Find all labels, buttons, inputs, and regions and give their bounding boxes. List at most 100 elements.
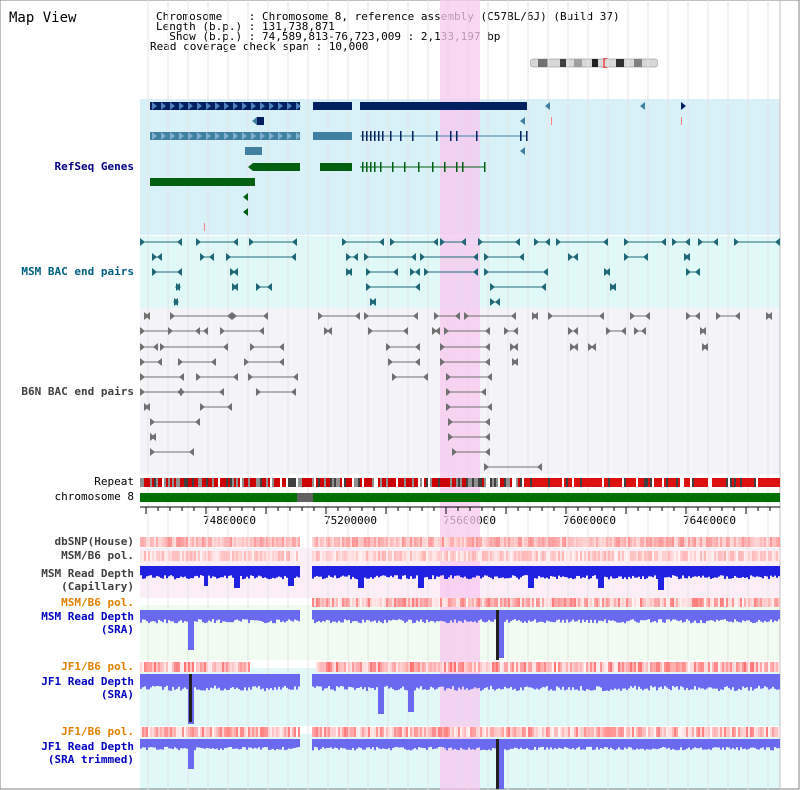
pol-cell [162,662,164,672]
depth-bar [562,739,564,749]
bac-end [249,238,254,246]
pol-cell [682,662,684,672]
bac-end [346,253,351,261]
pol-cell [702,551,704,561]
depth-bar [182,739,184,749]
depth-bar [474,739,476,750]
pol-cell [410,662,412,672]
pol-cell [748,551,750,561]
depth-bar [694,739,696,748]
pol-cell [376,551,378,561]
strand-arrow [545,102,550,110]
depth-bar [592,674,594,691]
pol-cell [290,537,292,547]
depth-bar [720,674,722,690]
depth-bar [328,739,330,748]
strand-arrow [520,147,525,155]
pol-cell [728,598,730,607]
pol-cell [700,537,702,547]
depth-bar [252,739,254,749]
depth-bar [258,610,260,621]
depth-bar [464,610,466,620]
bac-end [672,238,677,246]
pol-cell [434,551,436,561]
pol-cell [328,598,330,607]
depth-bar [388,739,390,749]
pol-cell [510,598,512,607]
repeat-bar [352,478,354,487]
pol-cell [576,727,578,737]
depth-bar [498,674,500,689]
pol-cell [390,598,392,607]
pol-cell [404,727,406,737]
depth-bar [392,674,394,690]
pol-cell [556,598,558,607]
repeat-bar [778,478,780,487]
pol-cell [610,537,612,547]
repeat-bar [440,478,442,487]
pol-cell [360,537,362,547]
pol-cell [728,727,730,737]
pol-cell [358,727,360,737]
repeat-bar [332,478,334,487]
pol-cell [542,537,544,547]
pol-cell [504,727,506,737]
depth-bar [206,610,208,623]
repeat-bar [688,478,690,487]
pol-cell [194,727,196,737]
pol-cell [576,598,578,607]
depth-bar [166,610,168,624]
pol-cell [616,598,618,607]
pol-cell [760,727,762,737]
bac-end [200,253,205,261]
pol-cell [342,551,344,561]
pol-cell [616,537,618,547]
depth-bar [290,739,292,749]
pol-cell [460,662,462,672]
depth-bar [612,674,614,691]
depth-bar [732,566,734,579]
pol-cell [720,551,722,561]
depth-bar [232,739,234,749]
pol-cell [530,598,532,607]
depth-bar [768,674,770,690]
repeat-bar [320,478,322,487]
pol-cell [668,551,670,561]
depth-bar [182,566,184,578]
depth-bar [518,610,520,621]
repeat-bar [764,478,766,487]
depth-bar [284,610,286,623]
pol-cell [204,727,206,737]
depth-bar [160,739,162,750]
refseq-gene-features[interactable] [150,102,686,231]
pol-cell [714,598,716,607]
depth-bar [418,674,420,689]
bac-end [570,343,575,351]
depth-bar [452,610,454,623]
depth-bar [724,610,726,620]
pol-cell [490,551,492,561]
depth-bar [464,674,466,690]
depth-bar [234,610,236,621]
depth-bar [652,739,654,749]
depth-bar [740,610,742,623]
bac-end [364,253,369,261]
bac-end [455,312,460,320]
depth-bar [380,674,382,714]
pol-cell [730,727,732,737]
depth-bar [140,674,142,689]
pol-cell [760,598,762,607]
depth-bar [186,674,188,690]
depth-bar [360,566,362,588]
pol-cell [248,551,250,561]
b6n-bac-features[interactable] [140,312,772,471]
repeat-bar [632,478,634,487]
depth-bar [398,610,400,620]
depth-bar [408,610,410,620]
axis-tick-label: 76000000 [563,514,616,527]
msm-bac-features[interactable] [140,238,780,306]
depth-bar [676,739,678,751]
pol-cell [498,537,500,547]
depth-bar [558,739,560,748]
